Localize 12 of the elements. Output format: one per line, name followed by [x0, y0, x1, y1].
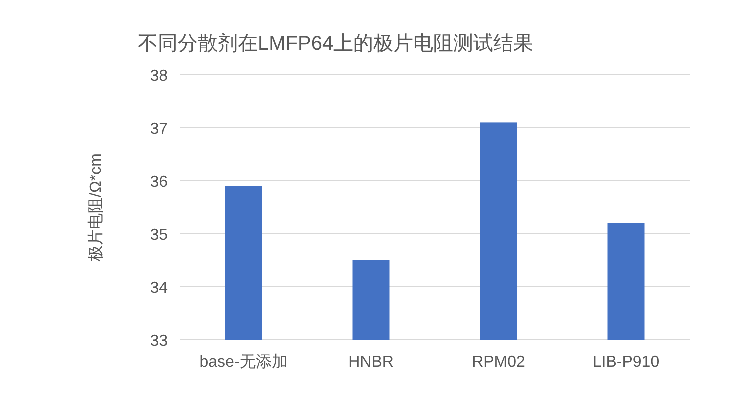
x-tick-label: HNBR	[348, 354, 394, 371]
x-tick-label: LIB-P910	[592, 354, 660, 371]
y-tick-label: 37	[150, 121, 168, 138]
y-tick-label: 36	[150, 174, 168, 191]
x-tick-label: RPM02	[472, 354, 526, 371]
y-tick-label: 38	[150, 68, 168, 85]
chart-title: 不同分散剂在LMFP64上的极片电阻测试结果	[138, 33, 534, 55]
y-tick-label: 35	[150, 227, 168, 244]
x-tick-label: base-无添加	[200, 353, 288, 371]
y-tick-label: 34	[150, 280, 168, 297]
y-tick-label: 33	[150, 333, 168, 350]
y-axis-title: 极片电阻/Ω*cm	[87, 154, 105, 262]
